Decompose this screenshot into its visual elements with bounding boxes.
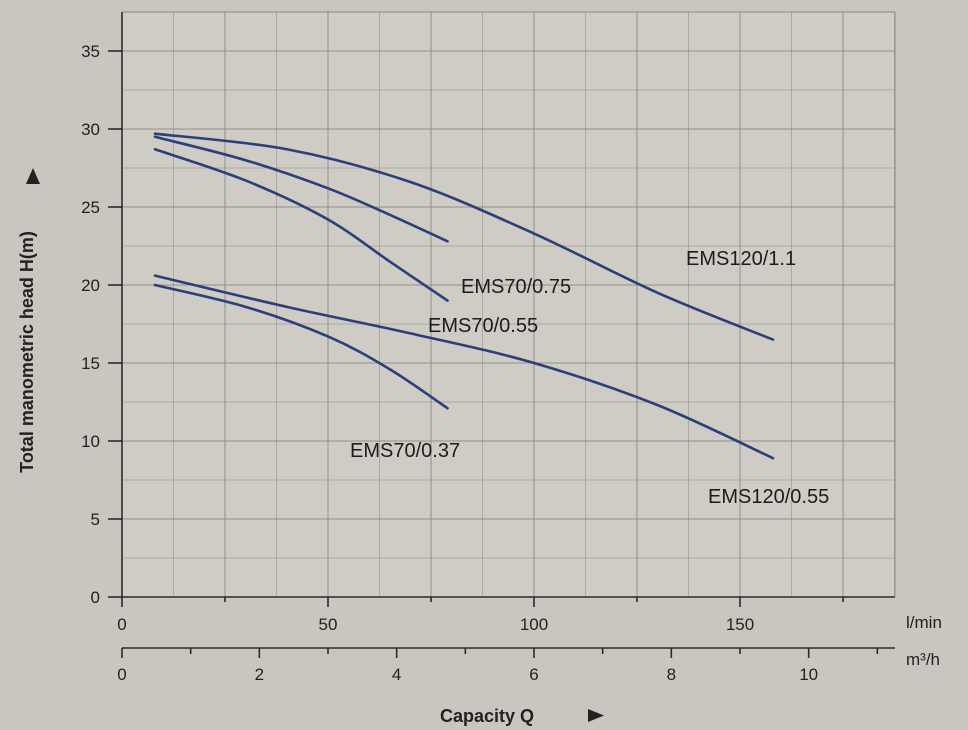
x-tick-label-primary: 150 bbox=[726, 615, 754, 634]
y-tick-label: 20 bbox=[81, 276, 100, 295]
x-tick-label-secondary: 4 bbox=[392, 665, 401, 684]
y-tick-label: 30 bbox=[81, 120, 100, 139]
curve-ems70-0-37 bbox=[153, 283, 449, 410]
x-unit-primary: l/min bbox=[906, 613, 942, 632]
x-axis-arrow-icon bbox=[588, 709, 604, 722]
x-tick-label-secondary: 6 bbox=[529, 665, 538, 684]
y-axis-title: Total manometric head H(m) bbox=[17, 231, 37, 473]
x-axis-title: Capacity Q bbox=[440, 706, 534, 726]
x-tick-label-secondary: 0 bbox=[117, 665, 126, 684]
series-label-ems70-0-55: EMS70/0.55 bbox=[428, 315, 538, 337]
y-tick-label: 35 bbox=[81, 42, 100, 61]
series-label-ems70-0-75: EMS70/0.75 bbox=[461, 276, 571, 298]
plot-area bbox=[122, 12, 895, 597]
curve-ems70-0-55 bbox=[153, 147, 449, 302]
y-axis-arrow-icon bbox=[26, 168, 40, 184]
x-tick-label-primary: 100 bbox=[520, 615, 548, 634]
y-tick-label: 10 bbox=[81, 432, 100, 451]
y-tick-label: 25 bbox=[81, 198, 100, 217]
curve-ems120-0-55 bbox=[153, 274, 775, 460]
series-label-ems70-0-37: EMS70/0.37 bbox=[350, 440, 460, 462]
x-tick-label-secondary: 10 bbox=[799, 665, 818, 684]
x-unit-secondary: m³/h bbox=[906, 650, 940, 669]
y-tick-label: 5 bbox=[91, 510, 100, 529]
y-tick-label: 15 bbox=[81, 354, 100, 373]
y-tick-label: 0 bbox=[91, 588, 100, 607]
curve-ems70-0-75 bbox=[153, 135, 449, 243]
x-tick-label-primary: 0 bbox=[117, 615, 126, 634]
series-label-ems120-1-1: EMS120/1.1 bbox=[686, 248, 796, 270]
curve-ems120-1-1 bbox=[153, 132, 775, 341]
series-label-ems120-0-55: EMS120/0.55 bbox=[708, 486, 829, 508]
x-tick-label-secondary: 8 bbox=[667, 665, 676, 684]
x-tick-label-secondary: 2 bbox=[255, 665, 264, 684]
x-tick-label-primary: 50 bbox=[319, 615, 338, 634]
